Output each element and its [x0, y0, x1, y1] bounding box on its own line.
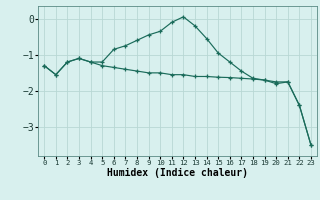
X-axis label: Humidex (Indice chaleur): Humidex (Indice chaleur)	[107, 168, 248, 178]
